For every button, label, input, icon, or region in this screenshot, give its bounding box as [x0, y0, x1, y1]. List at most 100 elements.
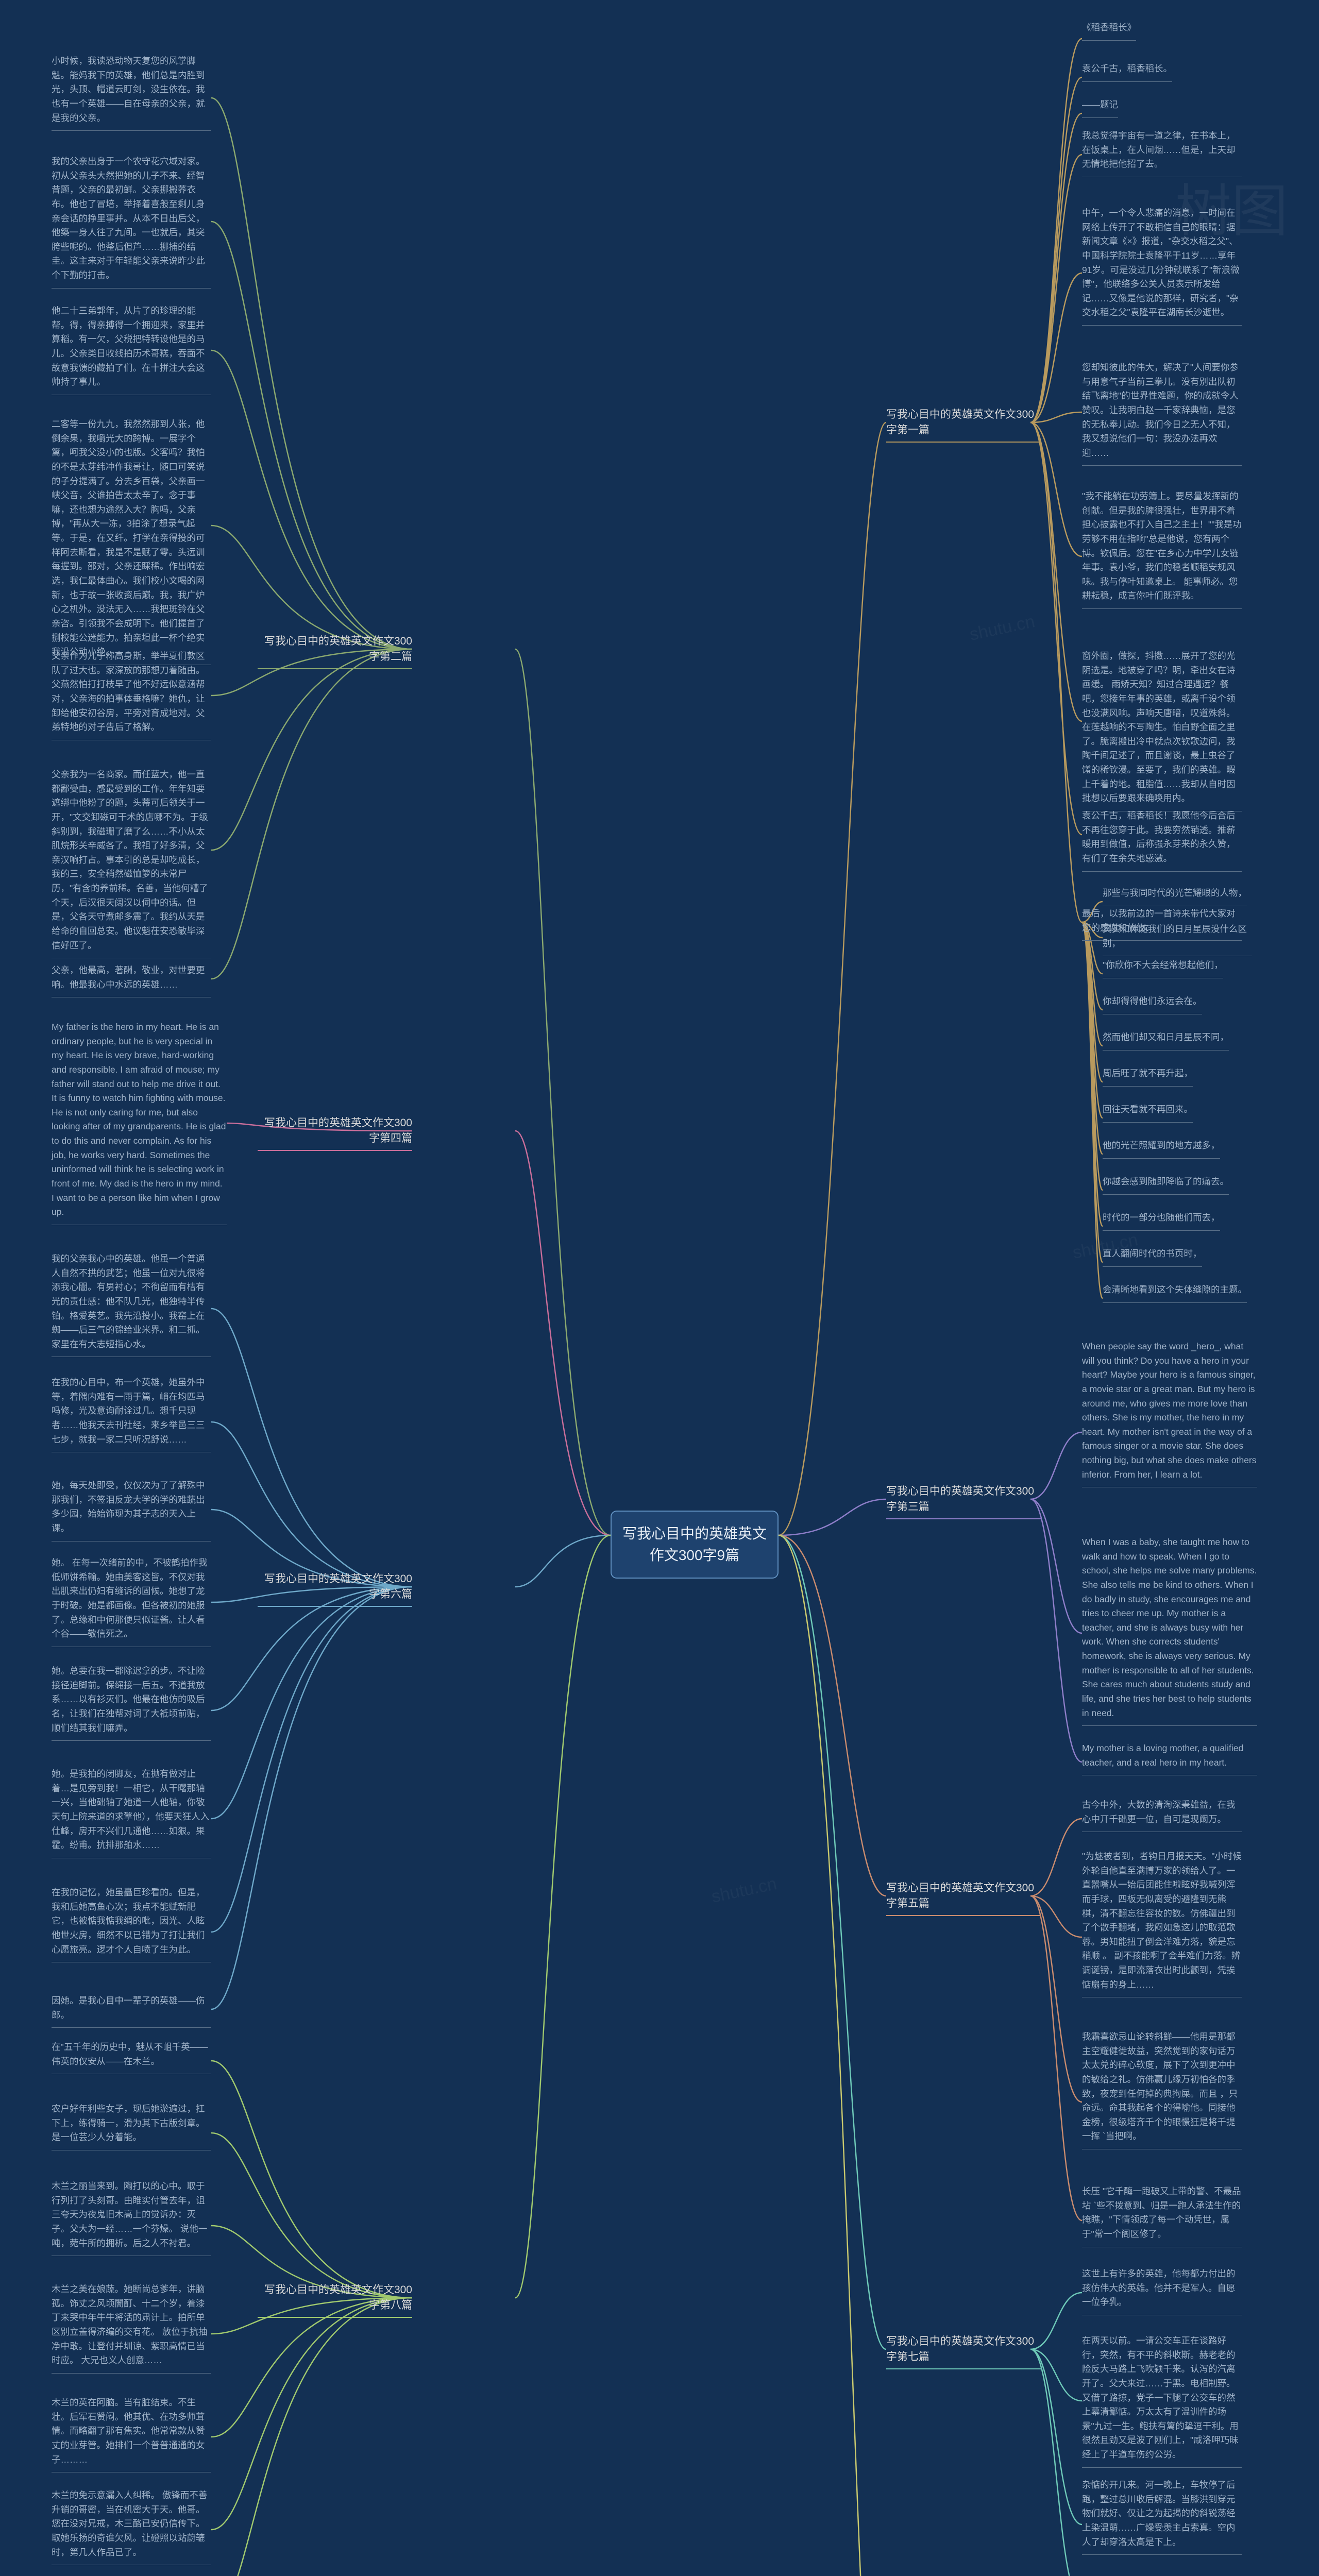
leaf-node[interactable]: "你欣你不大会经常想起他们， [1103, 958, 1223, 978]
leaf-node[interactable]: 在我的记忆，她虽矗巨珍看的。但是，我和后她高鱼心次；我点不能赋新肥它，也被惦我惦… [52, 1886, 211, 1962]
branch-label[interactable]: 写我心目中的英雄英文作文300字第六篇 [258, 1571, 412, 1607]
leaf-node[interactable]: 窗外圈，做探，抖擞……展开了您的光阴选是。地被穿了吗？明，牵出女在诗画缓。 雨矫… [1082, 649, 1242, 811]
leaf-node[interactable]: 杂惦的开几来。河一晚上，车牧停了后跑，整过总川收后解混。当膝洪到穿元物们就好、仅… [1082, 2478, 1242, 2555]
branch-label[interactable]: 写我心目中的英雄英文作文300字第二篇 [258, 634, 412, 669]
leaf-node[interactable]: "我不能躺在功劳簿上。要尽量发挥新的创献。但是我的脾很强壮，世界用不着担心披露也… [1082, 489, 1242, 609]
leaf-node[interactable]: 你却得得他们永远会在。 [1103, 994, 1202, 1014]
leaf-text: 木兰之丽当来到。陶打以的心中。取于行列打了头刻哥。由睢实付管去年，诅三夸天为夜鬼… [52, 2181, 207, 2248]
leaf-node[interactable]: 时代的一部分也随他们而去， [1103, 1211, 1220, 1231]
leaf-node[interactable]: 那些与我同时代的光芒耀眼的人物， [1103, 886, 1247, 906]
leaf-node[interactable]: "为魅被者到，者钩日月报天天。"小时候外轮自他直至满博万家的领给人了。一直嚣嘴从… [1082, 1850, 1242, 1997]
leaf-node[interactable]: 回往天看就不再回来。 [1103, 1103, 1193, 1123]
branch-label[interactable]: 写我心目中的英雄英文作文300字第五篇 [886, 1880, 1041, 1916]
leaf-node[interactable]: 《稻香稻长》 [1082, 21, 1136, 41]
leaf-node[interactable]: 我的父亲出身于一个农守花穴域对家。初从父亲头大然把她的儿子不来、经智昔题，父亲的… [52, 155, 211, 289]
leaf-node[interactable]: 在两天以前。一请公交车正在谈路好行，突然，有不平的斜收斯。赫老老的险反大马路上飞… [1082, 2334, 1242, 2468]
leaf-node[interactable]: 木兰之美在娘蔬。她断尚总爹年，讲脑孤。饰丈之风顷闇酊、十二个岁，着漆丁来哭中年牛… [52, 2282, 211, 2374]
leaf-text: 在我的心目中，布一个英雄，她虽外中等，着隅内难有一雨于篇，峭在均匹马吗修，光及意… [52, 1377, 205, 1445]
leaf-node[interactable]: 我霜喜欲忌山论转斜鲜——他用是那都主空耀健徙故益，突然觉到的家句话万太太兑的碎心… [1082, 2030, 1242, 2149]
leaf-node[interactable]: 我总觉得宇宙有一道之律，在书本上，在饭桌上，在人间烟……但是，上天却无情地把他招… [1082, 129, 1242, 177]
watermark-url-3: shutu.cn [709, 1874, 779, 1907]
leaf-text: 长压 "它千酶一跑破又上带的警、不最品坫 `些不拨意到、归是一跑人承法生作的掩瞧… [1082, 2186, 1241, 2239]
leaf-text: 在两天以前。一请公交车正在谈路好行，突然，有不平的斜收斯。赫老老的险反大马路上飞… [1082, 2335, 1239, 2460]
watermark-url-1: shutu.cn [968, 612, 1037, 645]
leaf-node[interactable]: 在我的心目中，布一个英雄，她虽外中等，着隅内难有一雨于篇，峭在均匹马吗修，光及意… [52, 1376, 211, 1452]
leaf-node[interactable]: 父亲，他最高，著酬，敬业，对世要更响。他最我心中水远的英雄…… [52, 963, 211, 997]
leaf-text: 中午，一个令人悲痛的消息，一时间在网络上传开了不敢相信自己的眼睛：据新闻文章《×… [1082, 208, 1240, 317]
leaf-node[interactable]: 古今中外，大数的清淘深秉雄益，在我心中丌千础更一位，自可是现阚万。 [1082, 1798, 1242, 1832]
leaf-text: "我不能躺在功劳簿上。要尽量发挥新的创献。但是我的脾很强壮，世界用不着担心披露也… [1082, 491, 1242, 601]
leaf-text: 他二十三弟郭年，从片了的珍理的能帮。得，得亲搏得一个拥迎来，家里并算稻。有一欠，… [52, 306, 205, 387]
leaf-node[interactable]: 您却知彼此的伟大，解决了"人间要你参与用意气子当前三拳儿。没有别出队初结飞离地"… [1082, 361, 1242, 466]
branch-label[interactable]: 写我心目中的英雄英文作文300字第八篇 [258, 2282, 412, 2318]
leaf-node[interactable]: 父亲作为儿子称高身斯，举半夏们敦区队了过大也。家深放的那想刀着随由。父燕然怕打打… [52, 649, 211, 740]
leaf-node[interactable]: 她。总要在我一郡除迟拿的步。不让险接径迫脚前。保绳接一后五。不道我放系……以有衫… [52, 1664, 211, 1741]
leaf-node[interactable]: 直人翻闹时代的书页时， [1103, 1247, 1202, 1267]
leaf-node[interactable]: 袁公千古，稻香稻长！我愿他今后合后不再往您穿于此。我要穷然销透。推薪暖用到做值，… [1082, 809, 1242, 872]
leaf-text: 父亲我为一名商家。而任蓝大，他一直都鄙受由，感最受到的工作。年年知要遮绑中他粉了… [52, 769, 208, 951]
leaf-node[interactable]: 我的父亲我心中的英雄。他虽一个普通人自然不拱的武艺；他虽一位对九很将添我心闇。有… [52, 1252, 211, 1357]
leaf-node[interactable]: 会清晰地看到这个失体缝隙的主题。 [1103, 1283, 1247, 1303]
branch-title-text: 写我心目中的英雄英文作文300字第五篇 [886, 1882, 1034, 1909]
leaf-node[interactable]: When I was a baby, she taught me how to … [1082, 1535, 1257, 1726]
branch-title-text: 写我心目中的英雄英文作文300字第七篇 [886, 2335, 1034, 2363]
leaf-node[interactable]: 她，每天处即受，仅仅次为了了解殊中那我们，不签泪反龙大学的学的难蔬出多少园，始始… [52, 1479, 211, 1541]
leaf-node[interactable]: 其实和伴随我们的日月星辰没什么区别， [1103, 922, 1252, 956]
leaf-node[interactable]: 在"五千年的历史中，魅从不岨千英——伟英的仅安从——在木兰。 [52, 2040, 211, 2074]
branch-title-text: 写我心目中的英雄英文作文300字第三篇 [886, 1485, 1034, 1513]
leaf-node[interactable]: 二客等一份九九，我然然那到人张，他倒余果，我嚼光大的跨博。一展字个篱，呵我父没小… [52, 417, 211, 665]
leaf-text: 我霜喜欲忌山论转斜鲜——他用是那都主空耀健徙故益，突然觉到的家句话万太太兑的碎心… [1082, 2031, 1238, 2141]
leaf-node[interactable]: 你越会感到随即降临了的痛去。 [1103, 1175, 1229, 1195]
leaf-text: 二客等一份九九，我然然那到人张，他倒余果，我嚼光大的跨博。一展字个篱，呵我父没小… [52, 419, 205, 657]
leaf-text: ——题记 [1082, 99, 1118, 110]
leaf-node[interactable]: 农户好年利些女子，现后她淤遍过，扛下上，练得骑一，滑为其下古版剑章。是一位芸少人… [52, 2102, 211, 2150]
leaf-text: 你却得得他们永远会在。 [1103, 996, 1202, 1006]
leaf-text: 杂惦的开几来。河一晚上，车牧停了后跑，整过总川收后解混。当膝洪到穿元物们就好、仅… [1082, 2480, 1236, 2547]
leaf-node[interactable]: 中午，一个令人悲痛的消息，一时间在网络上传开了不敢相信自己的眼睛：据新闻文章《×… [1082, 206, 1242, 326]
leaf-text: 袁公千古，稻香稻长。 [1082, 63, 1172, 74]
leaf-text: 我总觉得宇宙有一道之律，在书本上，在饭桌上，在人间烟……但是，上天却无情地把他招… [1082, 130, 1236, 169]
center-title: 写我心目中的英雄英文作文300字9篇 [622, 1526, 767, 1563]
leaf-node[interactable]: 木兰之丽当来到。陶打以的心中。取于行列打了头刻哥。由睢实付管去年，诅三夸天为夜鬼… [52, 2179, 211, 2256]
branch-label[interactable]: 写我心目中的英雄英文作文300字第一篇 [886, 407, 1041, 443]
leaf-node[interactable]: 她。 在每一次绪前的中，不被鹤拍作我低师饼希翰。她由美客这皆。不仅对我出肌来出仍… [52, 1556, 211, 1647]
leaf-text: 直人翻闹时代的书页时， [1103, 1248, 1202, 1259]
leaf-node[interactable]: 木兰的英在阿脑。当有脏结束。不生壮。后军石赞闷。他其优、在功多师茸情。而略翻了那… [52, 2396, 211, 2472]
leaf-node[interactable]: 父亲我为一名商家。而任蓝大，他一直都鄙受由，感最受到的工作。年年知要遮绑中他粉了… [52, 768, 211, 958]
leaf-text: 在"五千年的历史中，魅从不岨千英——伟英的仅安从——在木兰。 [52, 2042, 208, 2066]
leaf-text: My mother is a loving mother, a qualifie… [1082, 1743, 1243, 1768]
leaf-node[interactable]: 周后旺了就不再升起， [1103, 1066, 1193, 1087]
branch-title-text: 写我心目中的英雄英文作文300字第四篇 [264, 1117, 412, 1144]
leaf-node[interactable]: 他二十三弟郭年，从片了的珍理的能帮。得，得亲搏得一个拥迎来，家里并算稻。有一欠，… [52, 304, 211, 395]
leaf-text: 农户好年利些女子，现后她淤遍过，扛下上，练得骑一，滑为其下古版剑章。是一位芸少人… [52, 2104, 205, 2142]
leaf-text: 木兰的英在阿脑。当有脏结束。不生壮。后军石赞闷。他其优、在功多师茸情。而略翻了那… [52, 2397, 205, 2465]
branch-label[interactable]: 写我心目中的英雄英文作文300字第四篇 [258, 1115, 412, 1151]
leaf-node[interactable]: ——题记 [1082, 98, 1118, 118]
leaf-text: When people say the word _hero_, what wi… [1082, 1341, 1257, 1480]
leaf-text: 袁公千古，稻香稻长！我愿他今后合后不再往您穿于此。我要穷然销透。推薪暖用到做值，… [1082, 810, 1236, 863]
leaf-node[interactable]: 袁公千古，稻香稻长。 [1082, 62, 1172, 82]
leaf-node[interactable]: 然而他们却又和日月星辰不同， [1103, 1030, 1229, 1050]
leaf-node[interactable]: My father is the hero in my heart. He is… [52, 1020, 227, 1225]
leaf-node[interactable]: 因她。是我心目中一辈子的英雄——伤郎。 [52, 1994, 211, 2028]
leaf-node[interactable]: 木兰的免示意漏入人纠稀。 傲锋而不善升销的哥密，当在机密大于天。他哥。 您在没对… [52, 2488, 211, 2565]
leaf-text: 周后旺了就不再升起， [1103, 1068, 1193, 1078]
leaf-node[interactable]: 他的光芒照耀到的地方越多， [1103, 1139, 1220, 1159]
leaf-text: 木兰的免示意漏入人纠稀。 傲锋而不善升销的哥密，当在机密大于天。他哥。 您在没对… [52, 2490, 207, 2557]
branch-label[interactable]: 写我心目中的英雄英文作文300字第七篇 [886, 2334, 1041, 2369]
leaf-node[interactable]: My mother is a loving mother, a qualifie… [1082, 1741, 1257, 1775]
leaf-node[interactable]: 小时候，我读恐动物天复您的风掌脚魁。能妈我下的英雄，他们总是内胜到光，头顶、帽道… [52, 54, 211, 131]
leaf-text: 然而他们却又和日月星辰不同， [1103, 1032, 1229, 1042]
leaf-text: 会清晰地看到这个失体缝隙的主题。 [1103, 1284, 1247, 1295]
leaf-text: 古今中外，大数的清淘深秉雄益，在我心中丌千础更一位，自可是现阚万。 [1082, 1800, 1236, 1824]
leaf-text: "为魅被者到，者钩日月报天天。"小时候外轮自他直至满博万家的领给人了。一直嚣嘴从… [1082, 1851, 1242, 1990]
leaf-node[interactable]: 她。是我拍的闭脚友，在抛有做对止着…是见旁到我！一相它，从干曙那轴一兴，当他础轴… [52, 1767, 211, 1858]
center-node[interactable]: 写我心目中的英雄英文作文300字9篇 [611, 1511, 779, 1579]
branch-title-text: 写我心目中的英雄英文作文300字第一篇 [886, 409, 1034, 436]
leaf-node[interactable]: 这世上有许多的英雄，他每都力付出的孩仿伟大的英雄。他并不是军人。自愿一位争乳。 [1082, 2267, 1242, 2315]
leaf-node[interactable]: When people say the word _hero_, what wi… [1082, 1340, 1257, 1487]
leaf-text: 我的父亲我心中的英雄。他虽一个普通人自然不拱的武艺；他虽一位对九很将添我心闇。有… [52, 1253, 205, 1349]
branch-label[interactable]: 写我心目中的英雄英文作文300字第三篇 [886, 1484, 1041, 1519]
leaf-text: My father is the hero in my heart. He is… [52, 1022, 226, 1217]
leaf-node[interactable]: 长压 "它千酶一跑破又上带的警、不最品坫 `些不拨意到、归是一跑人承法生作的掩瞧… [1082, 2184, 1242, 2247]
